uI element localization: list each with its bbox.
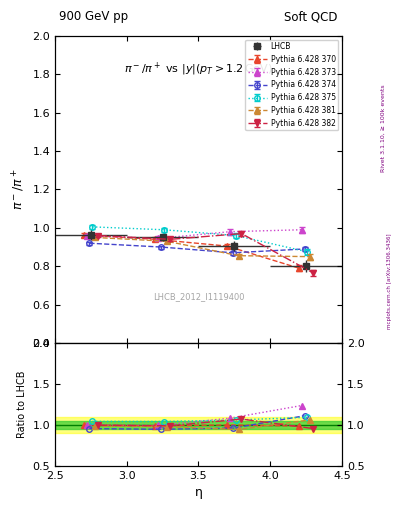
Bar [55, 421, 342, 429]
Bar [55, 417, 342, 433]
Text: Soft QCD: Soft QCD [285, 10, 338, 23]
Legend: LHCB, Pythia 6.428 370, Pythia 6.428 373, Pythia 6.428 374, Pythia 6.428 375, Py: LHCB, Pythia 6.428 370, Pythia 6.428 373… [246, 39, 338, 130]
X-axis label: η: η [195, 486, 202, 499]
Y-axis label: $\pi^-/\pi^+$: $\pi^-/\pi^+$ [11, 168, 27, 210]
Text: LHCB_2012_I1119400: LHCB_2012_I1119400 [153, 292, 244, 302]
Text: Rivet 3.1.10, ≥ 100k events: Rivet 3.1.10, ≥ 100k events [381, 84, 386, 172]
Y-axis label: Ratio to LHCB: Ratio to LHCB [17, 371, 27, 438]
Text: $\pi^-/\pi^+$ vs $|y|(p_T > 1.2\,\mathrm{GeV})$: $\pi^-/\pi^+$ vs $|y|(p_T > 1.2\,\mathrm… [124, 60, 273, 78]
Text: mcplots.cern.ch [arXiv:1306.3436]: mcplots.cern.ch [arXiv:1306.3436] [387, 234, 391, 329]
Text: 900 GeV pp: 900 GeV pp [59, 10, 128, 23]
